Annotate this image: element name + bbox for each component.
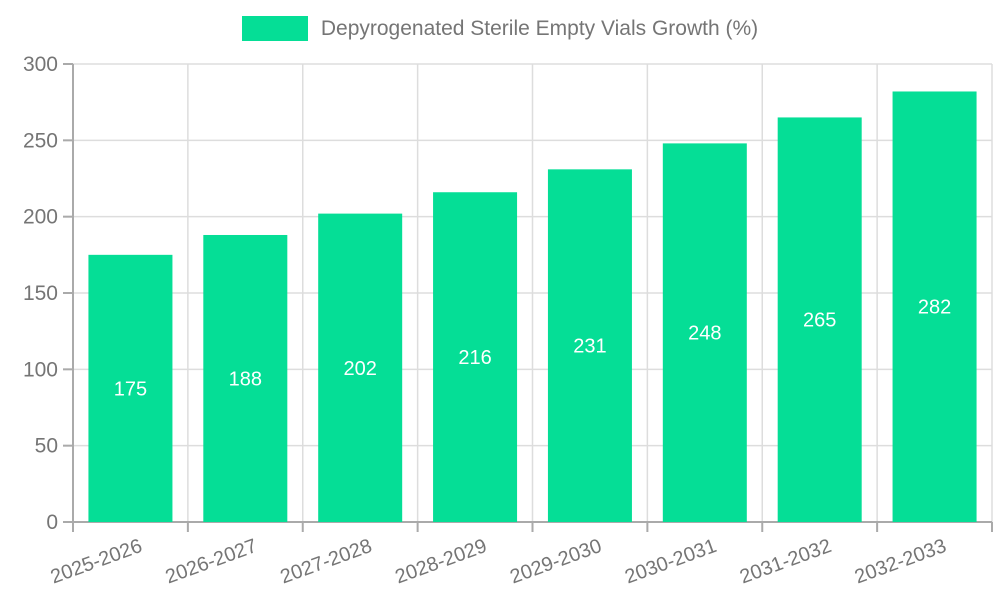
y-tick-label: 200: [23, 206, 58, 229]
x-tick-label: 2028-2029: [392, 535, 489, 588]
bar-2031-2032[interactable]: [777, 117, 862, 522]
legend-label: Depyrogenated Sterile Empty Vials Growth…: [320, 17, 759, 40]
legend-swatch[interactable]: [241, 16, 308, 41]
x-tick-label: 2032-2033: [852, 535, 949, 588]
x-tick-label: 2025-2026: [48, 535, 145, 588]
y-tick-label: 300: [23, 53, 58, 76]
x-tick-label: 2029-2030: [507, 535, 604, 588]
bar-value-label: 265: [803, 310, 836, 332]
x-tick-label: 2027-2028: [277, 535, 374, 588]
bar-2025-2026[interactable]: [88, 254, 173, 523]
bar-2026-2027[interactable]: [203, 234, 288, 522]
bar-2027-2028[interactable]: [318, 213, 403, 522]
bar-2029-2030[interactable]: [547, 169, 632, 522]
x-tick-label: 2030-2031: [622, 535, 719, 588]
bar-value-label: 231: [573, 336, 606, 358]
bar-2032-2033[interactable]: [892, 91, 977, 522]
bar-value-label: 188: [229, 368, 262, 390]
x-tick-label: 2026-2027: [163, 535, 260, 588]
x-tick-label: 2031-2032: [737, 535, 834, 588]
y-tick-label: 250: [23, 129, 58, 152]
y-tick-label: 100: [23, 358, 58, 381]
bar-value-label: 202: [344, 358, 377, 380]
bar-2028-2029[interactable]: [433, 192, 518, 523]
y-tick-label: 150: [23, 282, 58, 305]
bar-value-label: 248: [688, 323, 721, 345]
bars-layer: [88, 91, 977, 523]
y-tick-label: 0: [46, 511, 58, 534]
legend[interactable]: Depyrogenated Sterile Empty Vials Growth…: [0, 16, 1000, 41]
bar-2030-2031[interactable]: [662, 143, 747, 523]
bar-value-label: 175: [114, 378, 147, 400]
bar-value-label: 216: [458, 347, 491, 369]
y-tick-label: 50: [35, 435, 58, 458]
bar-value-label: 282: [918, 297, 951, 319]
